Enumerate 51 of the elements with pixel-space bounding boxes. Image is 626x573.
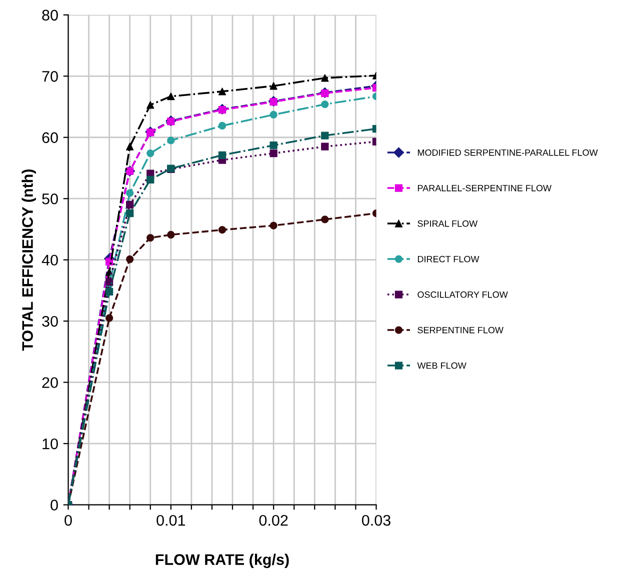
point xyxy=(167,136,175,144)
legend-label: MODIFIED SERPENTINE-PARALLEL FLOW xyxy=(418,149,598,156)
legend-label: SERPENTINE FLOW xyxy=(418,326,504,334)
point xyxy=(321,216,329,224)
legend-label: OSCILLATORY FLOW xyxy=(418,291,508,298)
y-tick-label: 50 xyxy=(42,193,58,204)
y-axis-title: TOTAL EFFICIENCY (nth) xyxy=(22,170,36,351)
y-tick-label: 40 xyxy=(42,254,58,266)
point xyxy=(126,142,134,150)
legend-label: DIRECT FLOW xyxy=(418,256,480,262)
x-tick-label: 0.02 xyxy=(259,514,288,526)
point xyxy=(270,222,278,230)
y-tick-label: 80 xyxy=(42,10,58,21)
legend-label: SPIRAL FLOW xyxy=(418,220,478,227)
x-tick-label: 0.03 xyxy=(362,514,390,526)
point xyxy=(146,234,154,242)
point xyxy=(146,149,154,158)
point xyxy=(270,110,278,119)
point xyxy=(218,88,226,96)
point xyxy=(167,230,175,239)
y-tick-label: 30 xyxy=(42,316,58,327)
point xyxy=(146,101,154,109)
point xyxy=(321,100,329,108)
legend-label: PARALLEL-SERPENTINE FLOW xyxy=(418,184,552,192)
point xyxy=(218,226,226,234)
point xyxy=(321,74,329,82)
point xyxy=(270,82,278,90)
point xyxy=(270,142,278,150)
point xyxy=(270,149,278,158)
y-tick-label: 20 xyxy=(42,377,58,388)
point xyxy=(270,98,278,106)
x-tick-label: 0 xyxy=(64,514,72,526)
point xyxy=(321,132,329,140)
y-tick-label: 0 xyxy=(50,500,58,510)
point xyxy=(146,176,154,184)
y-tick-label: 70 xyxy=(42,71,58,82)
x-tick-label: 0.01 xyxy=(156,514,186,526)
point xyxy=(126,189,134,197)
legend-label: WEB FLOW xyxy=(417,362,466,369)
point xyxy=(126,200,134,209)
point xyxy=(218,151,226,159)
point xyxy=(321,142,329,150)
y-tick-label: 10 xyxy=(42,438,58,450)
y-tick-label: 60 xyxy=(42,132,58,144)
x-axis-title: FLOW RATE (kg/s) xyxy=(156,554,289,568)
point xyxy=(126,255,134,264)
point xyxy=(105,288,114,296)
point xyxy=(105,314,114,322)
point xyxy=(126,209,134,218)
point xyxy=(218,122,226,130)
point xyxy=(167,92,175,100)
